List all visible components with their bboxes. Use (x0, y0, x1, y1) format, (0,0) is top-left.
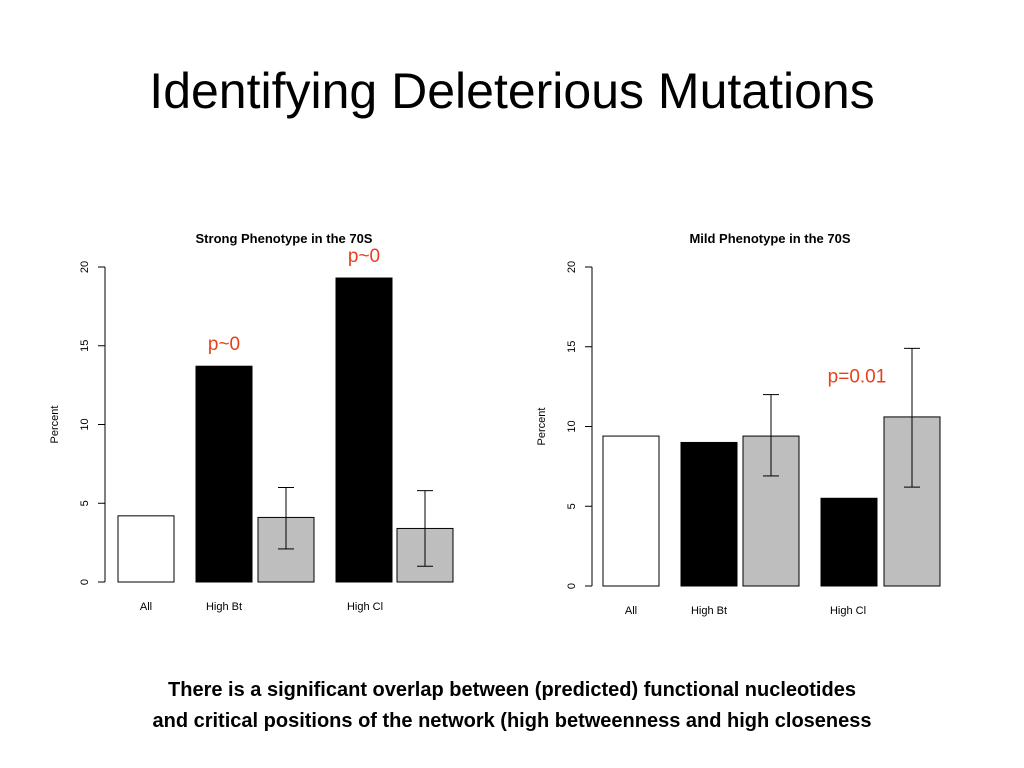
category-label: High Bt (691, 605, 727, 617)
category-label: High Bt (206, 601, 242, 613)
chart-title: Strong Phenotype in the 70S (196, 231, 373, 246)
y-tick-label: 10 (79, 418, 91, 430)
slide-caption: There is a significant overlap between (… (0, 675, 1024, 737)
p-value-annotation: p~0 (348, 246, 380, 267)
y-axis-label: Percent (49, 406, 61, 444)
p-value-annotation: p~0 (208, 334, 240, 355)
chart-title: Mild Phenotype in the 70S (689, 231, 850, 246)
y-tick-label: 0 (566, 583, 578, 589)
mild-phenotype-chart: Mild Phenotype in the 70S 0 5 10 15 20 Percent… (536, 231, 941, 617)
y-tick-label: 5 (79, 500, 91, 506)
category-label: All (625, 605, 637, 617)
y-tick-label: 0 (79, 579, 91, 585)
y-tick-label: 15 (79, 340, 91, 352)
bar-white (602, 435, 660, 587)
y-tick-label: 20 (566, 261, 578, 273)
category-label: High Cl (347, 601, 383, 613)
y-tick-label: 15 (566, 341, 578, 353)
bar-black (195, 365, 253, 583)
p-value-annotation: p=0.01 (828, 366, 887, 387)
bar-black (680, 441, 738, 587)
category-label: All (140, 601, 152, 613)
category-label: High Cl (830, 605, 866, 617)
strong-phenotype-chart: Strong Phenotype in the 70S 0 5 10 15 20 Perce… (49, 231, 454, 613)
bar-black (820, 497, 878, 587)
bar-black (335, 277, 393, 583)
caption-line-2: and critical positions of the network (h… (152, 710, 872, 732)
bar-white (117, 515, 175, 583)
y-tick-label: 10 (566, 420, 578, 432)
caption-line-1: There is a significant overlap between (… (168, 679, 856, 701)
y-axis-label: Percent (536, 408, 548, 446)
slide-title: Identifying Deleterious Mutations (149, 63, 875, 119)
y-tick-label: 20 (79, 261, 91, 273)
y-tick-label: 5 (566, 503, 578, 509)
